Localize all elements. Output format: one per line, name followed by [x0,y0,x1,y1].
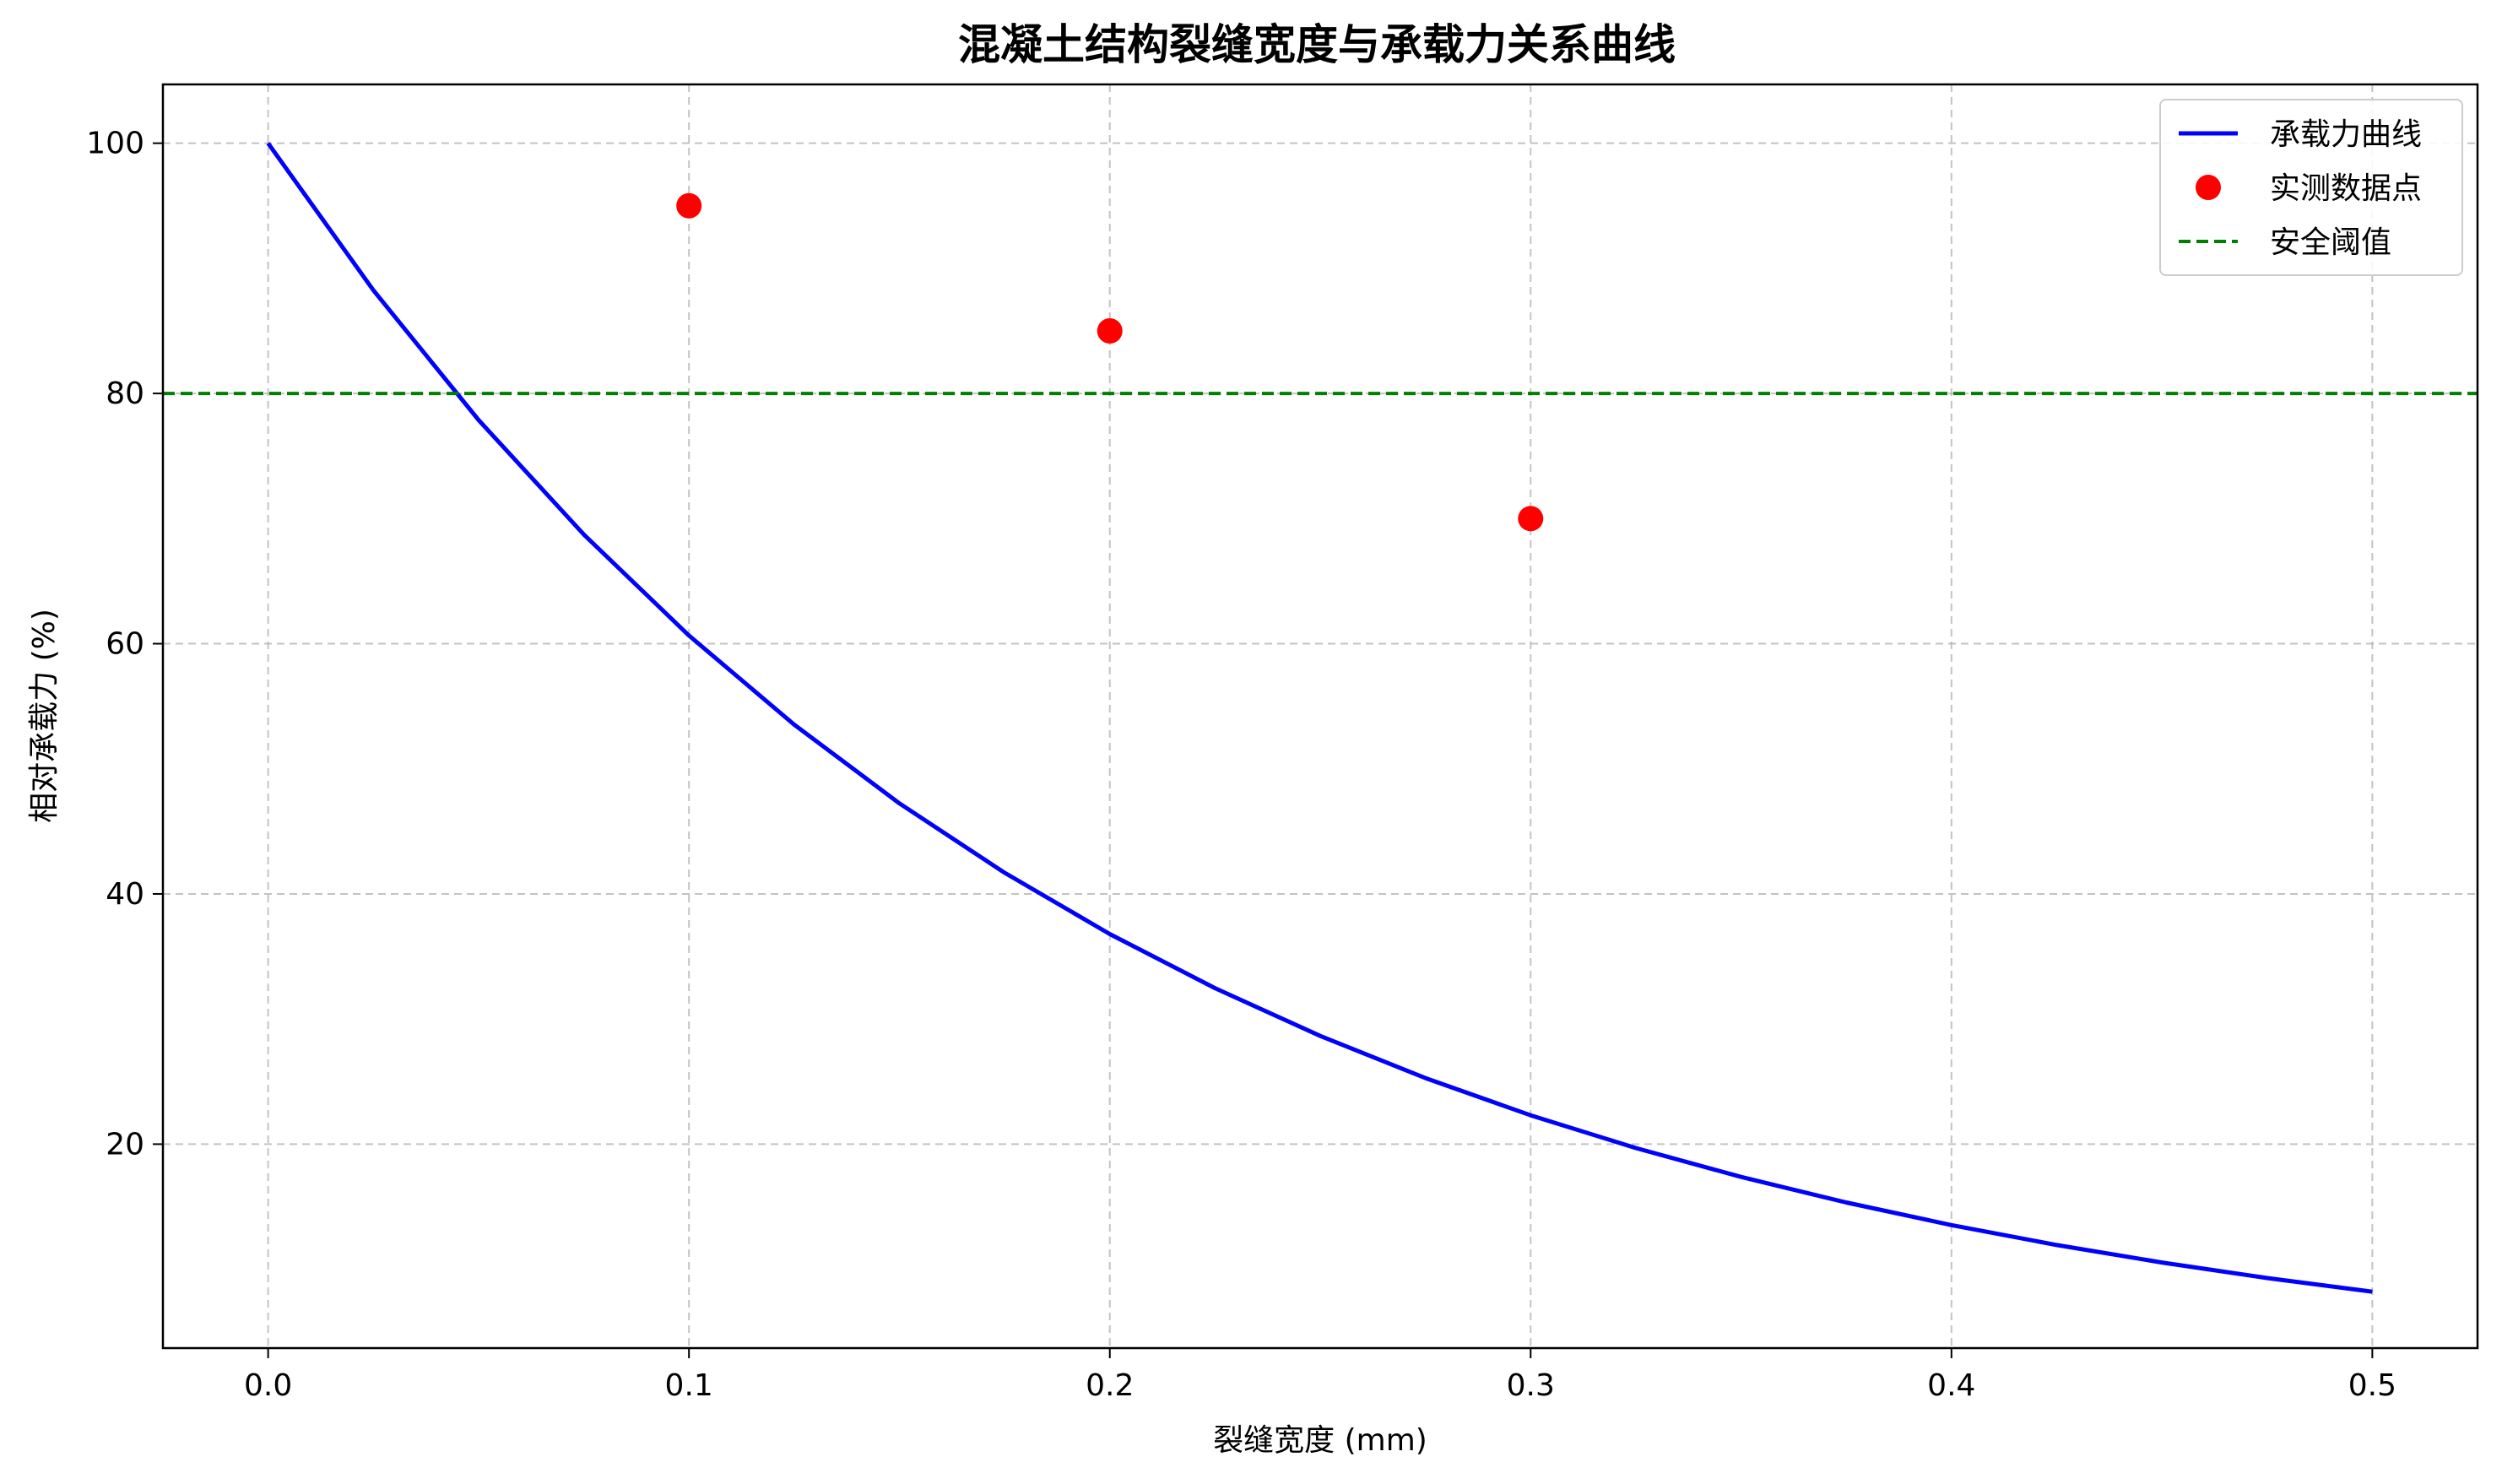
y-tick-label: 60 [106,627,144,662]
plot-frame [161,83,2479,1350]
plot-layer [163,142,2478,1294]
ticks-layer: 0.0 0.1 0.2 0.3 0.4 0.5 20 40 60 80 100 [86,127,2396,1403]
legend-label: 实测数据点 [2270,171,2422,206]
x-tick-label: 0.2 [1086,1368,1134,1403]
legend-label: 承载力曲线 [2270,117,2422,152]
legend-label: 安全阈值 [2270,225,2391,260]
x-tick-label: 0.5 [2348,1368,2396,1403]
measured-data-point [1518,506,1544,532]
measured-data-point [1097,317,1123,344]
x-tick-label: 0.1 [665,1368,713,1403]
y-tick-label: 40 [106,877,144,912]
capacity-curve-line [266,142,2373,1294]
x-tick-label: 0.4 [1927,1368,1975,1403]
y-tick-label: 20 [106,1127,144,1162]
y-tick-label: 80 [106,376,144,411]
measured-data-point [676,192,702,219]
y-axis-label: 相对承载力 (%) [27,609,62,823]
chart-title: 混凝土结构裂缝宽度与承载力关系曲线 [958,20,1676,69]
legend-box [2159,99,2463,276]
y-tick-label: 100 [86,127,144,161]
x-tick-label: 0.0 [244,1368,292,1403]
x-axis-label: 裂缝宽度 (mm) [1213,1423,1427,1458]
x-tick-label: 0.3 [1507,1368,1555,1403]
legend-swatch-points [2196,175,2221,200]
